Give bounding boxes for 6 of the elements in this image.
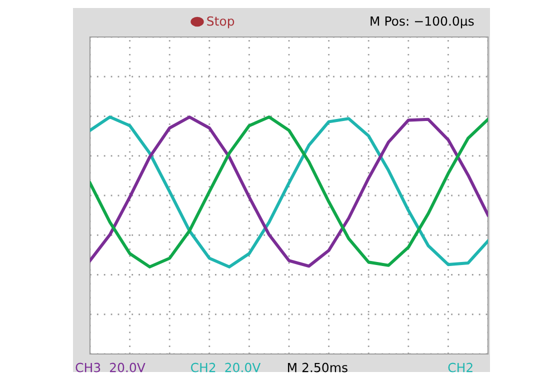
- text: CH3 20.0V: [76, 362, 146, 372]
- text: M 2.50ms: [288, 362, 348, 372]
- text: Stop: [207, 16, 234, 28]
- text: CH2 20.0V: [190, 362, 261, 372]
- text: M Pos: −100.0µs: [370, 16, 474, 28]
- text: CH2: [448, 362, 472, 372]
